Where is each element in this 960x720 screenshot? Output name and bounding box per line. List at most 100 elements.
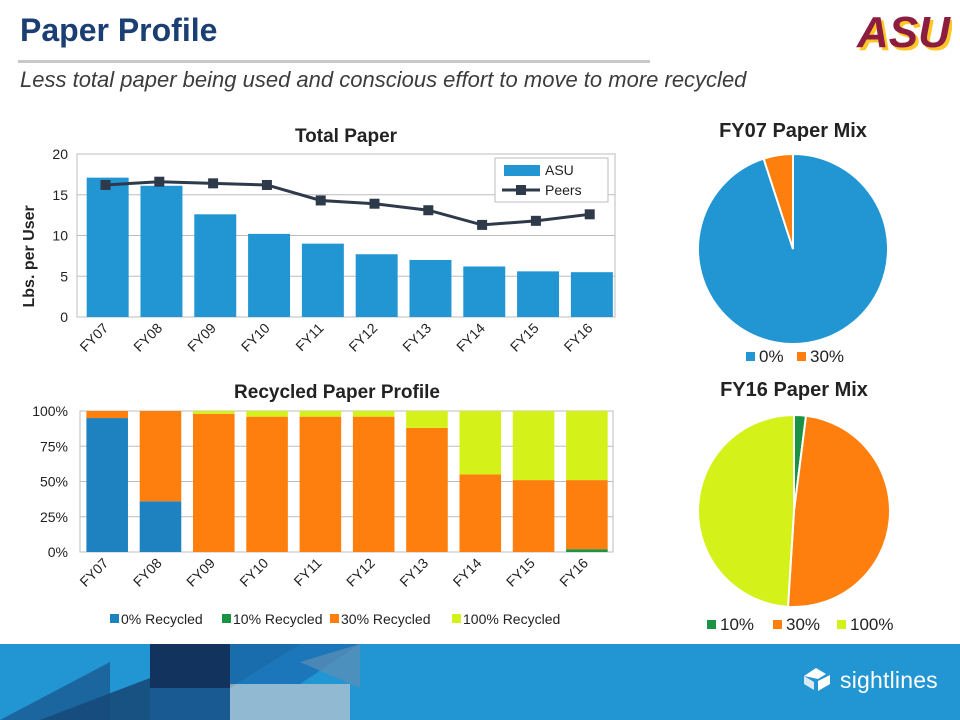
fy07-pie-slice	[762, 152, 794, 250]
fy07-pie-legend-label: 30%	[810, 347, 844, 366]
recycled-x-tick: FY08	[130, 555, 165, 590]
page-subtitle: Less total paper being used and consciou…	[20, 67, 747, 92]
title-divider	[18, 60, 650, 63]
total-paper-x-tick: FY16	[561, 320, 596, 355]
total-paper-legend-asu: ASU	[545, 162, 574, 178]
recycled-legend-label: 10% Recycled	[233, 611, 323, 627]
total-paper-y-tick: 15	[52, 187, 68, 203]
total-paper-peers-marker	[477, 219, 488, 230]
total-paper-peers-marker	[369, 198, 380, 209]
fy07-pie-legend-swatch	[746, 352, 755, 361]
recycled-bar-segment	[406, 411, 448, 428]
total-paper-legend-peers: Peers	[545, 182, 582, 198]
total-paper-asu-bar	[570, 272, 613, 317]
recycled-bar-segment	[139, 411, 182, 502]
recycled-title: Recycled Paper Profile	[234, 382, 440, 403]
total-paper-asu-bar	[194, 214, 237, 317]
recycled-bar-segment	[512, 411, 555, 481]
recycled-y-tick: 0%	[48, 544, 68, 560]
recycled-bar-segment	[299, 416, 342, 552]
recycled-legend-label: 100% Recycled	[463, 611, 560, 627]
recycled-x-tick: FY14	[450, 555, 485, 590]
total-paper-peers-marker	[423, 205, 434, 216]
recycled-bar-segment	[566, 411, 608, 481]
recycled-x-tick: FY12	[343, 555, 378, 590]
recycled-y-tick: 50%	[40, 474, 68, 490]
total-paper-asu-bar	[409, 259, 452, 317]
recycled-x-tick: FY16	[556, 555, 591, 590]
recycled-bar-segment	[459, 411, 502, 475]
recycled-bar-segment	[299, 411, 342, 417]
total-paper-x-tick: FY08	[130, 320, 165, 355]
sightlines-brand: sightlines	[800, 664, 938, 696]
total-paper-peers-marker	[100, 179, 111, 190]
total-paper-y-tick: 5	[60, 268, 68, 284]
fy16-pie-legend-label: 100%	[850, 615, 893, 634]
fy16-pie-slice	[696, 413, 795, 608]
total-paper-peers-marker	[315, 195, 326, 206]
total-paper-asu-bar	[355, 254, 398, 317]
fy16-pie-legend-label: 10%	[720, 615, 754, 634]
total-paper-peers-marker	[584, 209, 595, 220]
total-paper-asu-bar	[86, 177, 129, 317]
recycled-bar-segment	[566, 480, 608, 550]
recycled-y-tick: 25%	[40, 509, 68, 525]
fy16-pie-legend-swatch	[837, 620, 846, 629]
total-paper-legend-swatch-asu	[504, 165, 540, 176]
recycled-x-tick: FY07	[76, 555, 111, 590]
total-paper-x-tick: FY09	[184, 320, 219, 355]
recycled-bar-segment	[246, 416, 288, 552]
total-paper-asu-bar	[248, 233, 291, 317]
total-paper-x-tick: FY07	[76, 320, 111, 355]
asu-logo: ASU ASU	[856, 8, 952, 54]
brand-name: sightlines	[840, 666, 938, 693]
charts-canvas: 0 5 10 15 20 Total Paper Lbs. per User FY07 FY08…	[21, 120, 893, 634]
total-paper-x-tick: FY15	[507, 320, 542, 355]
fy16-pie-slice	[786, 414, 891, 608]
total-paper-y-tick: 20	[52, 146, 68, 162]
total-paper-x-tick: FY12	[345, 320, 380, 355]
recycled-bar-segment	[352, 416, 395, 552]
recycled-bar-segment	[459, 474, 502, 552]
recycled-x-tick: FY11	[290, 555, 324, 589]
total-paper-title: Total Paper	[295, 126, 398, 147]
recycled-bar-segment	[192, 413, 235, 552]
fy16-pie-legend-swatch	[773, 620, 782, 629]
total-paper-peers-marker	[154, 176, 165, 187]
recycled-legend-label: 0% Recycled	[121, 611, 203, 627]
recycled-bar-segment	[512, 480, 555, 552]
total-paper-x-tick: FY10	[238, 320, 273, 355]
total-paper-peers-marker	[208, 178, 219, 189]
recycled-x-tick: FY15	[503, 555, 538, 590]
recycled-bar-segment	[246, 411, 288, 417]
total-paper-legend-marker-peers	[516, 185, 526, 195]
total-paper-x-tick: FY11	[292, 320, 326, 354]
total-paper-asu-bar	[463, 266, 506, 317]
recycled-x-tick: FY13	[396, 555, 431, 590]
recycled-bar-segment	[192, 411, 235, 414]
total-paper-y-tick: 0	[60, 309, 68, 325]
recycled-legend-swatch	[330, 614, 339, 623]
page-title: Paper Profile	[20, 12, 218, 48]
total-paper-peers-marker	[530, 215, 541, 226]
recycled-bar-segment	[566, 549, 608, 552]
total-paper-peers-line	[105, 180, 590, 227]
fy16-pie-title: FY16 Paper Mix	[720, 379, 868, 401]
fy16-pie-legend-swatch	[707, 620, 716, 629]
recycled-y-tick: 75%	[40, 438, 68, 454]
total-paper-asu-bar	[140, 185, 183, 317]
recycled-legend-swatch	[452, 614, 461, 623]
asu-logo-text: ASU	[856, 8, 951, 54]
recycled-bar-segment	[406, 427, 448, 552]
recycled-bar-segment	[86, 418, 128, 552]
recycled-y-tick: 100%	[32, 403, 68, 419]
sightlines-logo-icon	[804, 668, 830, 691]
recycled-x-tick: FY10	[236, 555, 271, 590]
recycled-legend-swatch	[110, 614, 119, 623]
asu-logo-shadow: ASU	[859, 11, 952, 54]
total-paper-y-label: Lbs. per User	[21, 205, 38, 307]
total-paper-x-tick: FY13	[399, 320, 434, 355]
fy07-pie-title: FY07 Paper Mix	[719, 120, 867, 142]
recycled-bar-segment	[139, 501, 182, 552]
total-paper-x-tick: FY14	[453, 320, 488, 355]
